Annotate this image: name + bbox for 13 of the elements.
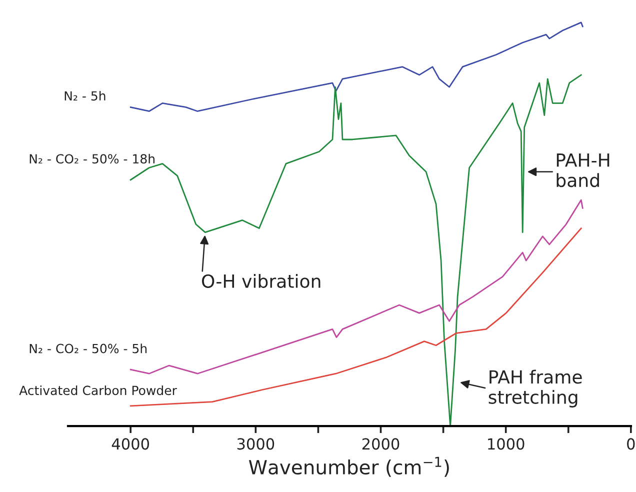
series-label: N₂ - CO₂ - 50% - 5h xyxy=(30,344,147,354)
annotation: PAH-H band xyxy=(556,153,610,188)
x-axis-title: Wavenumber (cm$^{−1}$) xyxy=(248,456,449,477)
x-tick-label: 0 xyxy=(627,438,635,450)
x-tick-label: 1000 xyxy=(488,438,524,450)
x-tick-label: 4000 xyxy=(112,438,150,450)
series-label: N₂ - CO₂ - 50% - 18h xyxy=(30,154,154,164)
text: N₂ - 5h xyxy=(64,90,106,101)
annotation: PAH frame stretching xyxy=(488,370,582,408)
x-tick-label: 2000 xyxy=(362,438,400,450)
series-label: Activated Carbon Powder xyxy=(19,385,177,396)
annotation: O-H vibration xyxy=(202,274,320,288)
x-tick-label: 3000 xyxy=(237,438,274,450)
